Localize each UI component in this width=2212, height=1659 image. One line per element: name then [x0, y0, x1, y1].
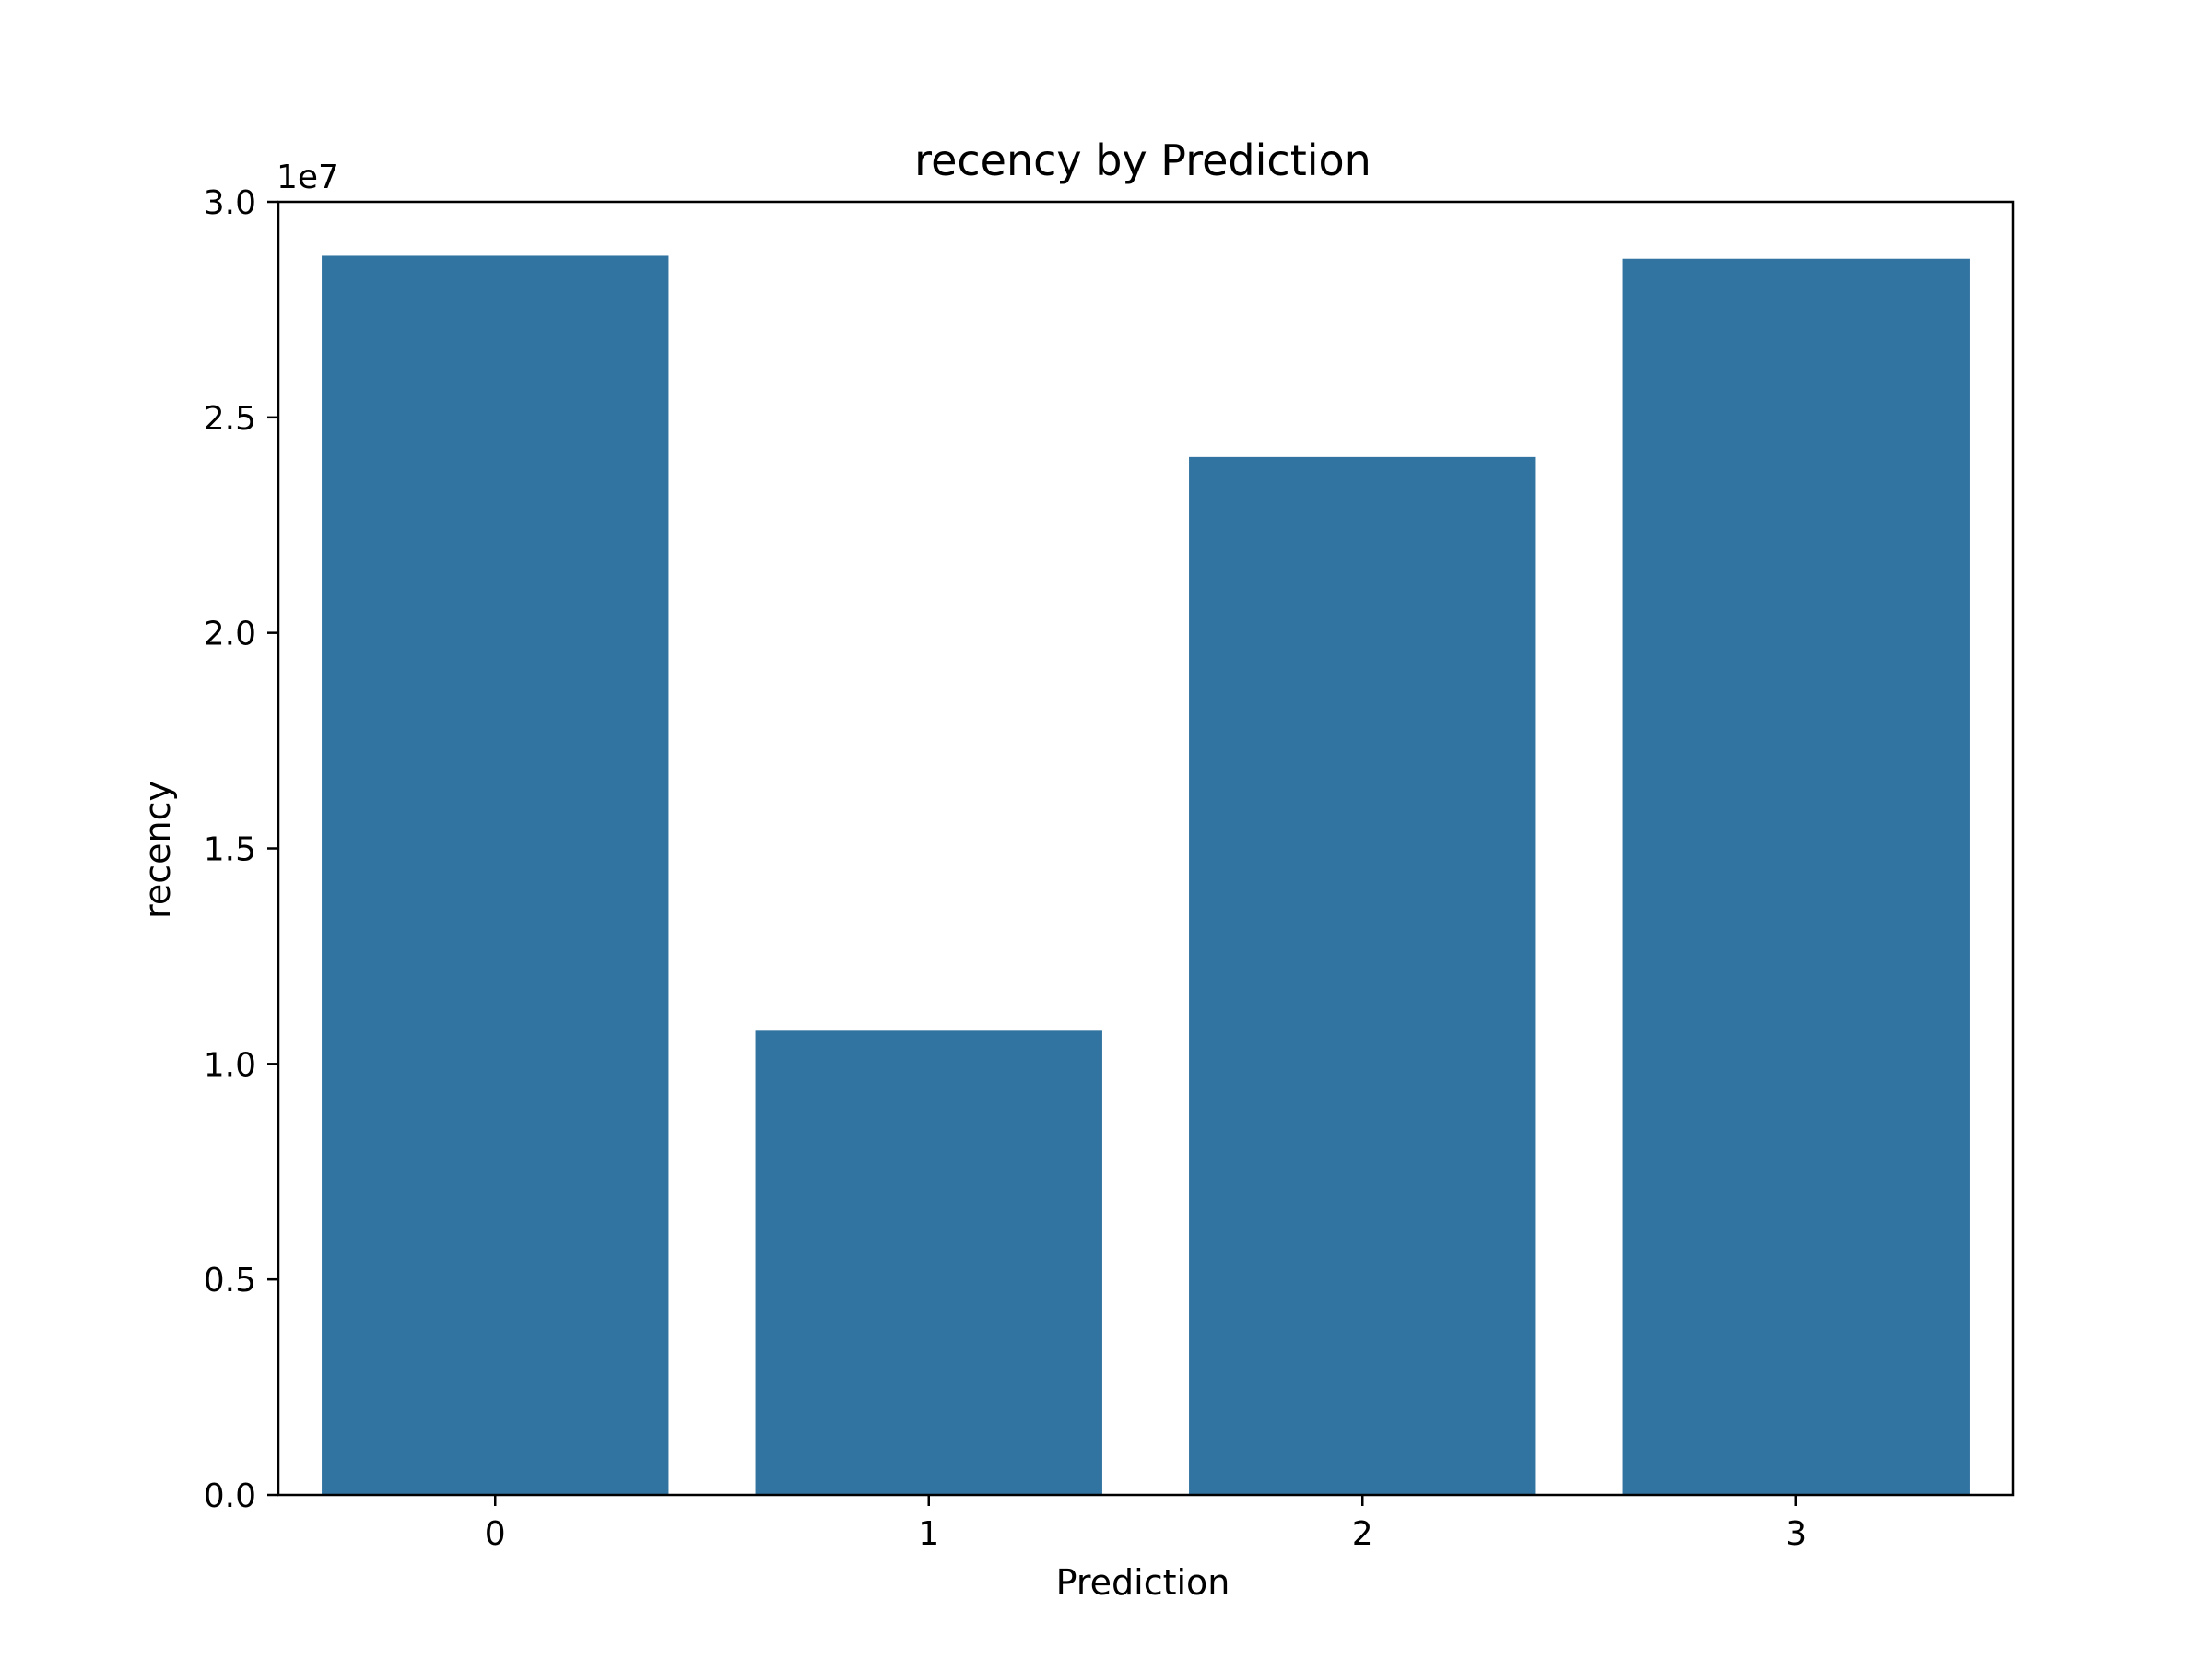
y-tick-label: 0.5 [204, 1262, 256, 1300]
bar-3 [1622, 258, 1970, 1496]
y-axis-label: recency [137, 781, 178, 919]
y-tick-label: 2.5 [204, 400, 256, 438]
bar-1 [755, 1030, 1102, 1495]
y-axis-offset-label: 1e7 [276, 159, 339, 196]
x-tick-label: 3 [1785, 1515, 1806, 1553]
x-tick-label: 1 [918, 1515, 939, 1553]
x-tick-label: 0 [485, 1515, 506, 1553]
y-tick-label: 1.0 [204, 1046, 256, 1084]
bar-2 [1189, 456, 1536, 1496]
y-tick-label: 2.0 [204, 616, 256, 653]
bars-group [322, 255, 1970, 1496]
x-axis-label: Prediction [1056, 1562, 1230, 1603]
y-tick-label: 0.0 [204, 1477, 256, 1515]
y-tick-label: 3.0 [204, 184, 256, 222]
chart-title: recency by Prediction [914, 135, 1371, 185]
plot-frame [276, 200, 2015, 1497]
bar-0 [322, 255, 669, 1495]
y-axis-ticks: 0.0 0.5 1.0 1.5 2.0 2.5 3.0 [204, 184, 278, 1515]
x-axis-ticks: 0 1 2 3 [485, 1495, 1806, 1553]
x-tick-label: 2 [1352, 1515, 1373, 1553]
y-tick-label: 1.5 [204, 831, 256, 869]
